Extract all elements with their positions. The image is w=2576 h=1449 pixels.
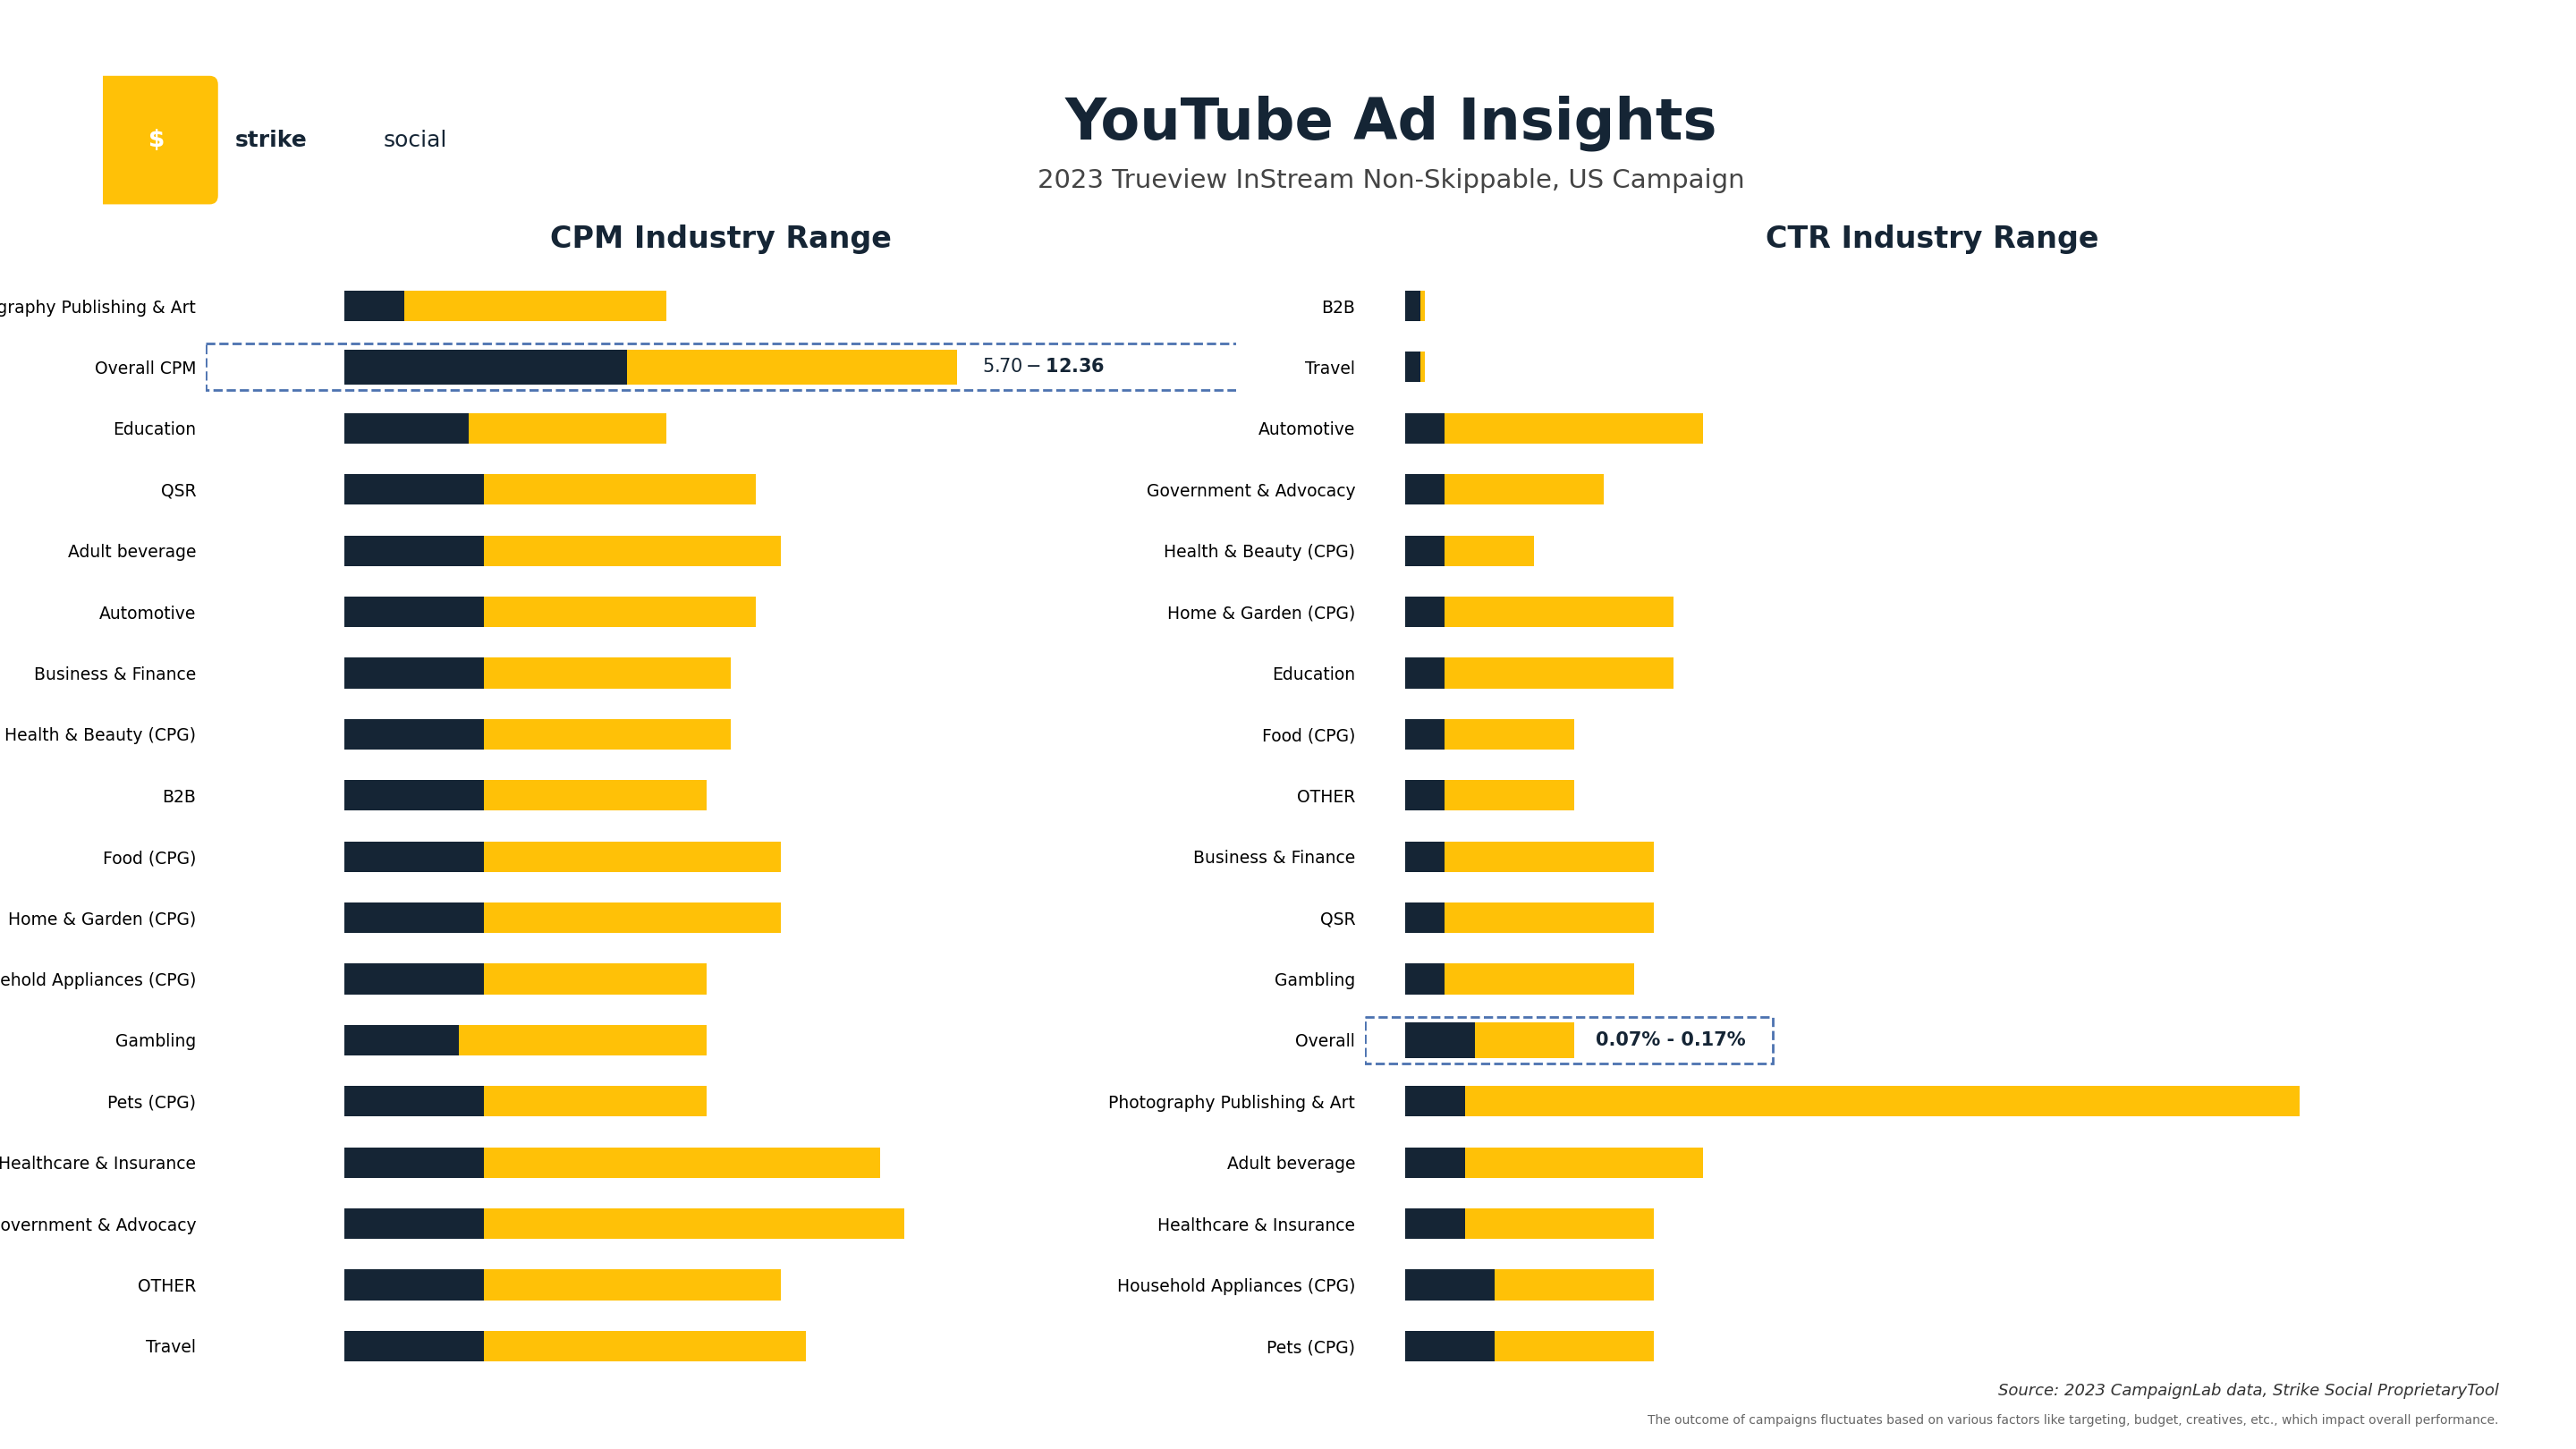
Title: CTR Industry Range: CTR Industry Range [1765, 225, 2099, 254]
Bar [484, 1148, 881, 1178]
Text: social: social [384, 129, 448, 151]
Bar [345, 535, 484, 567]
Bar [484, 780, 706, 810]
Bar [1445, 719, 1574, 749]
Bar [345, 349, 626, 385]
Bar [1445, 413, 1703, 443]
Bar [1445, 535, 1535, 567]
Bar [1404, 1023, 1473, 1058]
Bar [1404, 719, 1445, 749]
Bar [1404, 474, 1445, 504]
Bar [1419, 291, 1425, 322]
Text: 2023 Trueview InStream Non-Skippable, US Campaign: 2023 Trueview InStream Non-Skippable, US… [1038, 168, 1744, 194]
Bar [1445, 474, 1605, 504]
Bar [484, 719, 732, 749]
Bar [459, 1024, 706, 1055]
Bar [484, 842, 781, 872]
Bar [345, 964, 484, 994]
Bar [1404, 1330, 1494, 1361]
Bar [1445, 842, 1654, 872]
Bar [1445, 903, 1654, 933]
Bar [1404, 842, 1445, 872]
Bar [1404, 903, 1445, 933]
Title: CPM Industry Range: CPM Industry Range [551, 225, 891, 254]
Bar [345, 597, 484, 627]
Bar [1419, 352, 1425, 383]
Bar [345, 780, 484, 810]
Bar [484, 1085, 706, 1117]
Bar [345, 903, 484, 933]
Bar [345, 1330, 484, 1361]
Bar [1404, 1269, 1494, 1300]
Bar [484, 1330, 806, 1361]
Bar [484, 535, 781, 567]
Bar [1494, 1330, 1654, 1361]
Bar [1494, 1269, 1654, 1300]
Bar [345, 842, 484, 872]
Bar [345, 1024, 459, 1055]
Bar [484, 964, 706, 994]
Bar [1445, 780, 1574, 810]
Bar [484, 903, 781, 933]
Text: strike: strike [234, 129, 307, 151]
Text: YouTube Ad Insights: YouTube Ad Insights [1064, 96, 1718, 151]
Bar [484, 658, 732, 688]
Text: Source: 2023 CampaignLab data, Strike Social ProprietaryTool: Source: 2023 CampaignLab data, Strike So… [1999, 1382, 2499, 1400]
Bar [626, 349, 958, 385]
Bar [484, 597, 755, 627]
Bar [1404, 413, 1445, 443]
Bar [1404, 535, 1445, 567]
Bar [1404, 658, 1445, 688]
Bar [469, 413, 667, 443]
Bar [484, 474, 755, 504]
Bar [404, 291, 667, 322]
Bar [345, 1208, 484, 1239]
Bar [1404, 1208, 1466, 1239]
Bar [345, 1085, 484, 1117]
Bar [1466, 1148, 1703, 1178]
FancyBboxPatch shape [95, 75, 219, 204]
Bar [345, 291, 404, 322]
Text: The outcome of campaigns fluctuates based on various factors like targeting, bud: The outcome of campaigns fluctuates base… [1649, 1414, 2499, 1426]
Bar [1404, 1148, 1466, 1178]
Bar [1404, 964, 1445, 994]
Bar [345, 413, 469, 443]
Bar [345, 1269, 484, 1300]
Bar [1445, 597, 1674, 627]
Bar [1404, 352, 1419, 383]
Bar [1466, 1085, 2300, 1117]
Text: $5.70 - $12.36: $5.70 - $12.36 [981, 358, 1105, 377]
Bar [1404, 291, 1419, 322]
Bar [345, 719, 484, 749]
Text: $: $ [149, 129, 165, 152]
Bar [1473, 1023, 1574, 1058]
Bar [1445, 964, 1633, 994]
Bar [345, 474, 484, 504]
Bar [484, 1269, 781, 1300]
Bar [1404, 1085, 1466, 1117]
Bar [345, 1148, 484, 1178]
Bar [1466, 1208, 1654, 1239]
Bar [1404, 597, 1445, 627]
Text: 0.07% - 0.17%: 0.07% - 0.17% [1597, 1032, 1747, 1049]
Bar [345, 658, 484, 688]
Bar [1445, 658, 1674, 688]
Bar [484, 1208, 904, 1239]
Bar [1404, 780, 1445, 810]
